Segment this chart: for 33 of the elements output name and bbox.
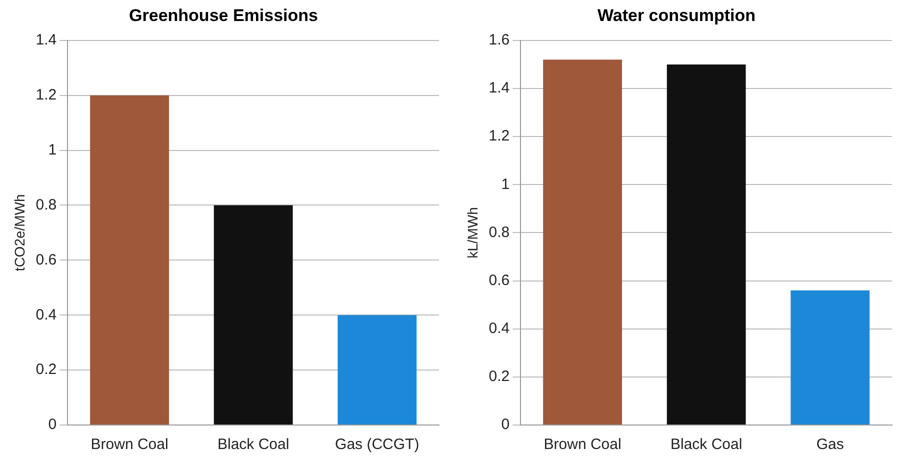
y-tick-label: 0.8 [36, 196, 57, 214]
y-axis-title: tCO2e/MWh [11, 194, 28, 272]
y-tick-label: 0.6 [36, 251, 57, 268]
bar [90, 95, 169, 424]
chart-title: Greenhouse Emissions [129, 6, 318, 25]
y-tick-label: 1.6 [488, 32, 510, 49]
x-tick-label: Black Coal [670, 436, 742, 454]
y-tick-label: 1.2 [36, 86, 57, 104]
y-tick-label: 0.4 [488, 320, 510, 337]
y-tick-label: 0.4 [36, 306, 57, 324]
bar [543, 60, 622, 424]
y-tick-label: 0 [501, 416, 510, 434]
y-tick-label: 1.4 [36, 32, 57, 49]
bar [338, 315, 417, 424]
y-tick-label: 0.6 [488, 272, 510, 289]
x-tick-label: Gas (CCGT) [335, 436, 420, 454]
y-tick-label: 0 [48, 416, 57, 434]
bar [790, 290, 870, 424]
y-tick-label: 0.8 [488, 224, 510, 241]
x-tick-label: Brown Coal [90, 436, 168, 454]
chart-title: Water consumption [597, 6, 756, 25]
x-tick-label: Black Coal [217, 436, 290, 454]
bar [214, 205, 293, 424]
bar [666, 64, 746, 424]
x-tick-label: Gas [816, 436, 844, 454]
y-tick-label: 1.2 [488, 128, 510, 145]
y-tick-label: 0.2 [488, 368, 510, 386]
y-tick-label: 1 [48, 141, 57, 158]
y-axis-title: kL/MWh [464, 207, 480, 258]
y-tick-label: 1 [501, 176, 510, 193]
y-tick-label: 0.2 [36, 361, 57, 378]
y-tick-label: 1.4 [488, 80, 510, 97]
x-tick-label: Brown Coal [544, 436, 622, 454]
